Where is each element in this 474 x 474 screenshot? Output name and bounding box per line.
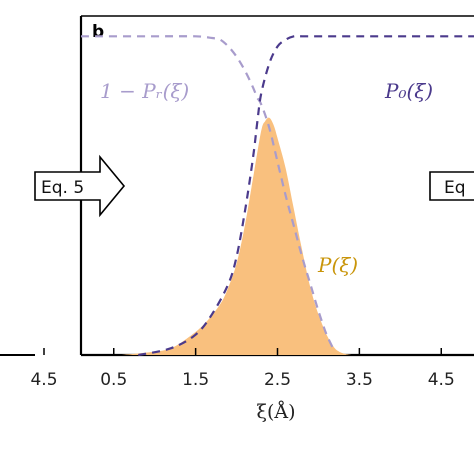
x-axis-ticks: 0.5 1.5 2.5 3.5 4.5 xyxy=(100,348,455,390)
legend-label-p: P(ξ) xyxy=(317,253,358,277)
series-p0-line xyxy=(138,34,474,357)
eq5-arrow: Eq. 5 xyxy=(34,154,126,218)
x-tick-label: 2.5 xyxy=(264,370,291,390)
legend-label-1-minus-pr: 1 − Pᵣ(ξ) xyxy=(100,79,189,103)
series-p-xi-area xyxy=(121,117,352,356)
eq-arrow-right: Eq xyxy=(429,171,474,201)
x-tick-label: 1.5 xyxy=(182,370,209,390)
eq5-arrow-label: Eq. 5 xyxy=(41,178,84,198)
panel-label: b xyxy=(92,22,104,42)
x-tick-label: 3.5 xyxy=(346,370,373,390)
x-axis-label: ξ(Å) xyxy=(256,401,295,423)
eq-arrow-right-label: Eq xyxy=(444,178,466,198)
x-tick-label: 4.5 xyxy=(428,370,455,390)
left-panel-tick-label: 4.5 xyxy=(30,370,57,390)
legend-label-p0: P₀(ξ) xyxy=(384,79,433,103)
x-tick-label: 0.5 xyxy=(100,370,127,390)
series-1-minus-pr-line xyxy=(81,35,336,353)
